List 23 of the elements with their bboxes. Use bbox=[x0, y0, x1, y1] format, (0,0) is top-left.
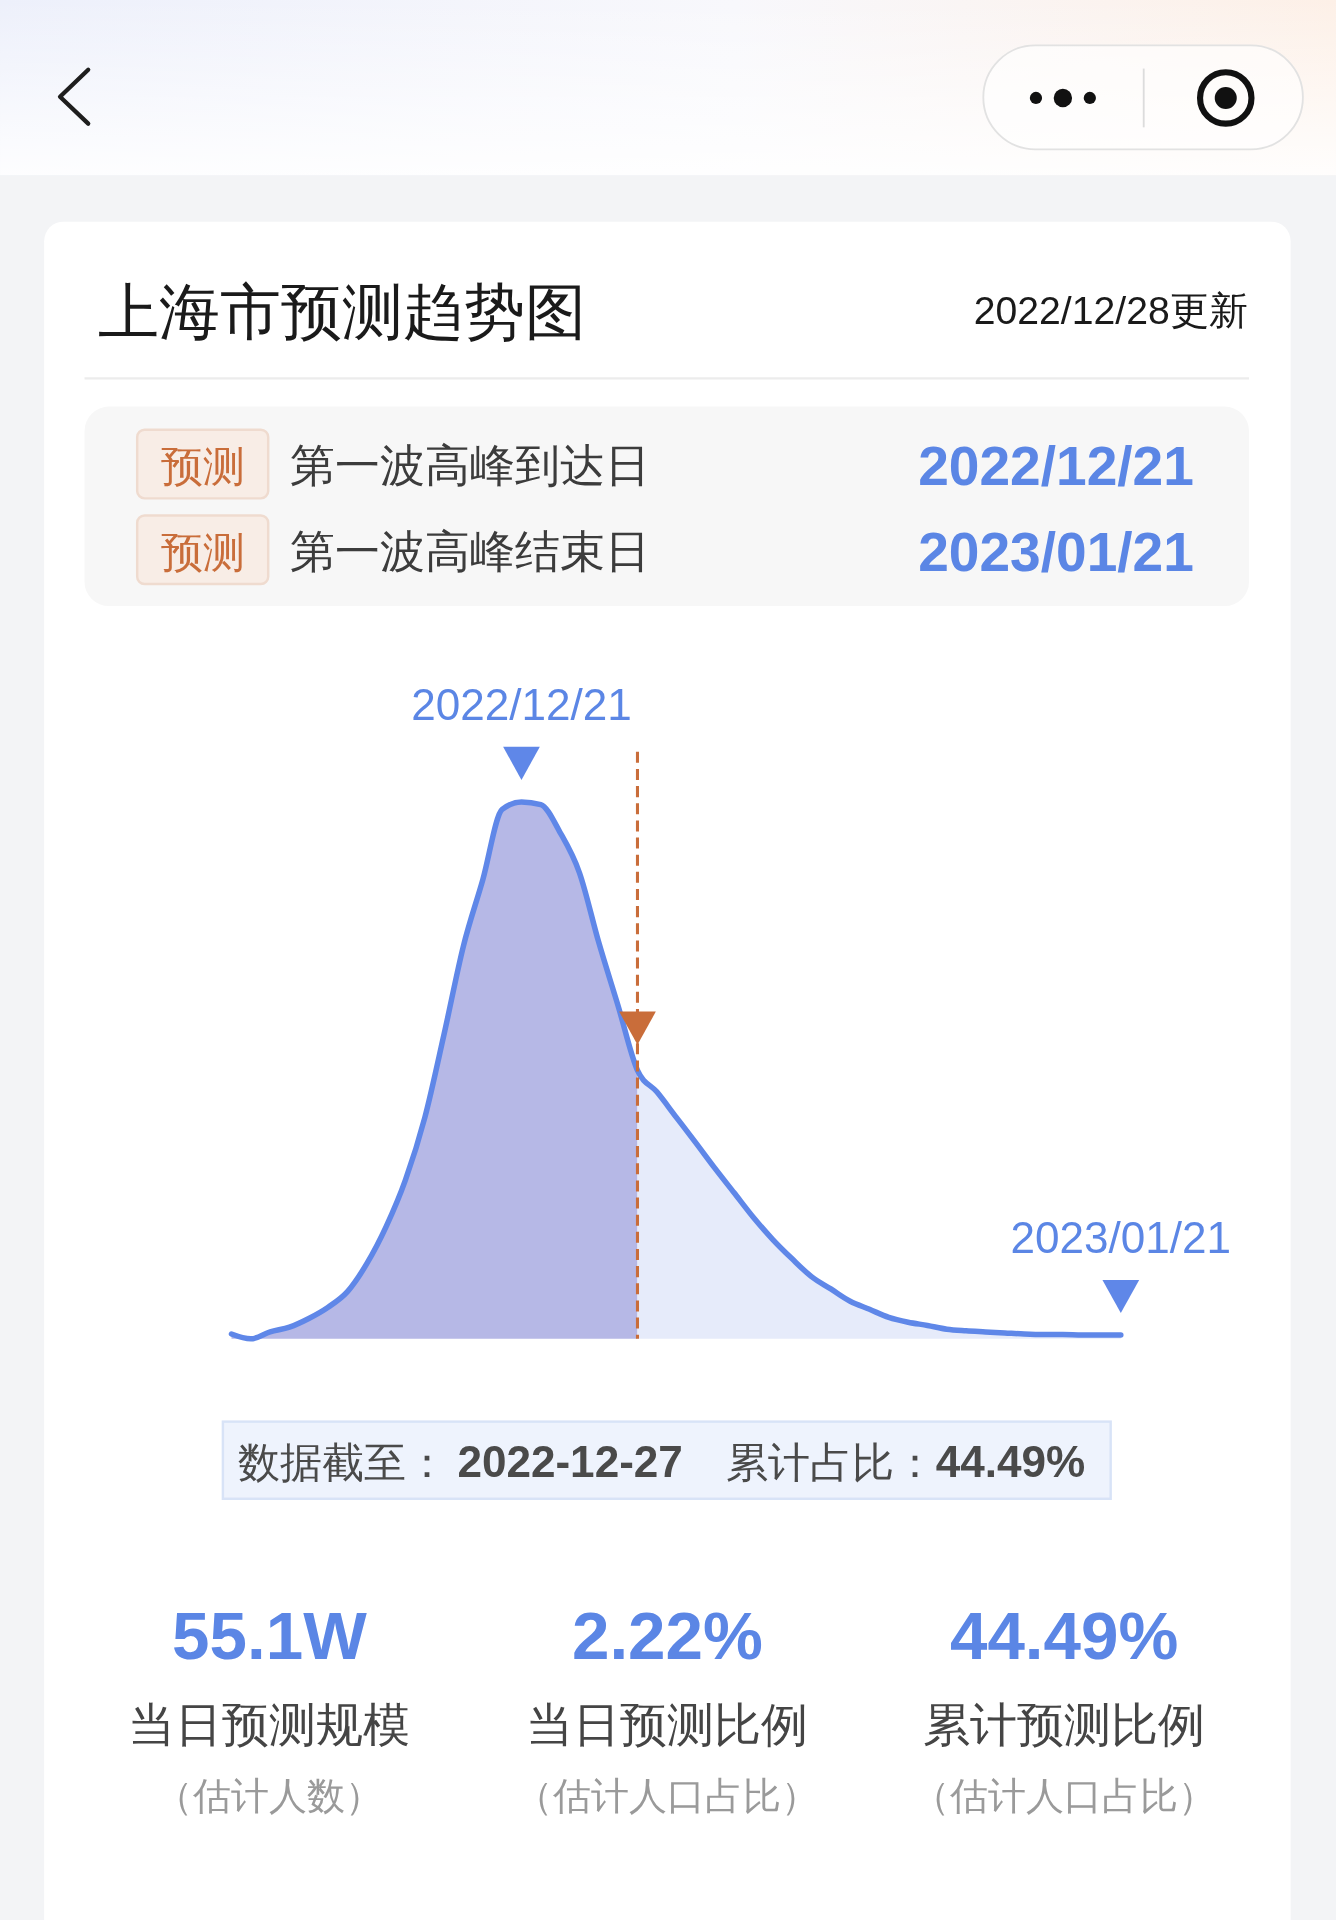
text: 2023/01/21 bbox=[918, 520, 1194, 583]
text: 当日预测规模 bbox=[128, 1699, 411, 1752]
text: 第一波高峰结束日 bbox=[290, 525, 651, 577]
text: 2.22% bbox=[571, 1598, 763, 1674]
text: （估计人数） bbox=[155, 1774, 384, 1817]
text: （估计人口占比） bbox=[912, 1774, 1217, 1817]
text: 累计预测比例 bbox=[923, 1699, 1206, 1752]
text: 数据截至： bbox=[237, 1438, 448, 1486]
text: 2022/12/21 bbox=[918, 434, 1194, 497]
text: 第一波高峰到达日 bbox=[290, 440, 651, 492]
text: 44.49% bbox=[949, 1598, 1179, 1674]
annotation: 2023/01/21 bbox=[1010, 1213, 1232, 1263]
text: 当日预测比例 bbox=[526, 1699, 809, 1752]
chart-title: 上海市预测趋势图 bbox=[98, 278, 586, 347]
text: 55.1W bbox=[172, 1598, 368, 1674]
annotation: 2022/12/21 bbox=[411, 679, 632, 729]
text: 2022-12-27 bbox=[457, 1436, 683, 1486]
text: 预测 bbox=[160, 528, 245, 576]
text: 预测 bbox=[160, 443, 245, 491]
chart-subtitle: 2022/12/28更新 bbox=[973, 289, 1248, 333]
text: 累计占比： bbox=[725, 1438, 936, 1486]
text: 44.49% bbox=[935, 1436, 1086, 1486]
text: （估计人口占比） bbox=[515, 1774, 820, 1817]
